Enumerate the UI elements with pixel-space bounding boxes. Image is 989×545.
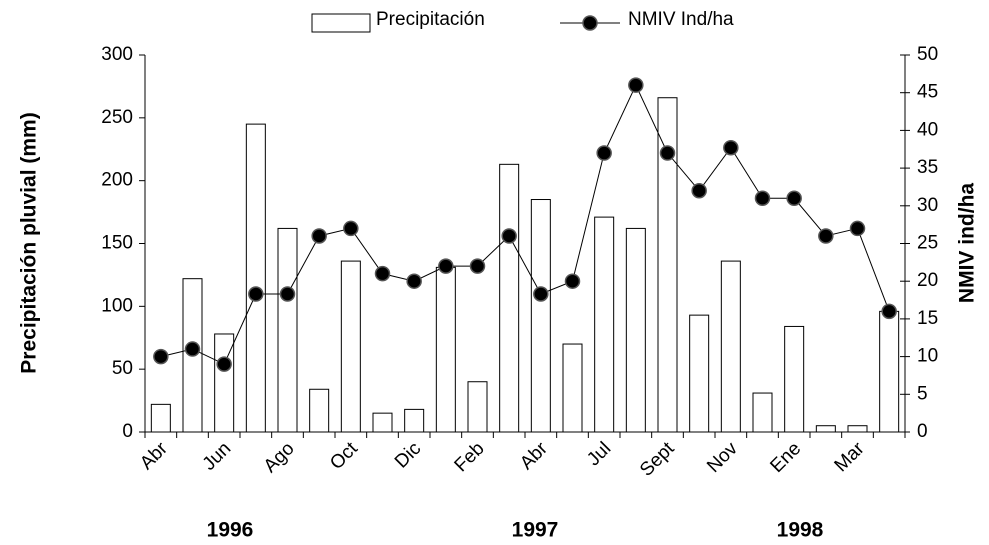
marker	[628, 77, 644, 93]
bar	[689, 314, 710, 433]
y2-tick-label: 20	[917, 270, 938, 291]
marker	[818, 228, 834, 244]
y2-tick-label: 40	[917, 119, 938, 140]
bar	[499, 163, 520, 433]
marker	[153, 348, 169, 365]
legend-label: Precipitación	[376, 9, 485, 30]
bar	[309, 388, 330, 433]
x-tick-label: Jul	[583, 438, 615, 470]
marker	[501, 228, 517, 244]
marker	[279, 286, 296, 302]
x-tick-label: Feb	[451, 438, 489, 476]
marker	[216, 356, 232, 372]
legend-marker	[582, 15, 598, 31]
bar	[594, 216, 615, 433]
y2-tick-label: 25	[917, 233, 938, 254]
year-label: 1998	[777, 519, 824, 542]
year-label: 1996	[207, 519, 254, 542]
marker	[881, 303, 897, 320]
x-tick-label: Dic	[391, 438, 425, 472]
x-tick-label: Ago	[260, 438, 299, 477]
bar	[340, 260, 361, 433]
bar	[752, 392, 773, 433]
bar	[404, 408, 425, 433]
bar	[657, 97, 678, 433]
marker	[849, 220, 866, 237]
bar	[467, 381, 488, 433]
marker	[406, 273, 422, 289]
y2-tick-label: 15	[917, 308, 938, 329]
marker	[659, 145, 676, 161]
marker	[469, 258, 486, 274]
x-tick-label: Jun	[199, 438, 236, 475]
marker	[311, 228, 327, 244]
y2-tick-label: 5	[917, 383, 928, 404]
marker	[596, 145, 612, 161]
bar	[150, 403, 171, 433]
marker	[754, 190, 771, 207]
bar	[562, 343, 583, 433]
bar	[784, 325, 805, 433]
x-tick-label: Nov	[703, 438, 742, 477]
y2-axis-title: NMIV ind/ha	[956, 183, 979, 303]
y-tick-label: 300	[101, 44, 133, 65]
y2-tick-label: 45	[917, 82, 938, 103]
bar	[372, 412, 393, 433]
line	[160, 83, 890, 365]
marker	[786, 190, 802, 207]
y-axis-title: Precipitación pluvial (mm)	[18, 112, 41, 373]
marker	[374, 265, 391, 282]
x-tick-label: Ene	[766, 438, 805, 477]
bar	[815, 425, 836, 433]
marker	[184, 341, 201, 357]
x-tick-label: Sept	[636, 438, 679, 481]
bar	[277, 227, 298, 433]
x-tick-label: Mar	[831, 438, 869, 476]
bar	[720, 260, 741, 433]
bar	[625, 227, 646, 433]
bar	[847, 425, 868, 433]
bar	[245, 123, 266, 433]
y-tick-label: 100	[101, 295, 133, 316]
legend-swatch	[311, 13, 371, 33]
x-tick-label: Abr	[136, 438, 172, 474]
y2-tick-label: 10	[917, 346, 938, 367]
bar	[435, 266, 456, 433]
y2-tick-label: 0	[917, 421, 928, 442]
y2-tick-label: 35	[917, 157, 938, 178]
y-tick-label: 0	[122, 421, 133, 442]
y-tick-label: 150	[101, 233, 133, 254]
y2-tick-label: 50	[917, 44, 938, 65]
marker	[691, 182, 707, 199]
legend-label: NMIV Ind/ha	[628, 9, 734, 30]
y-tick-label: 250	[101, 107, 133, 128]
y-tick-label: 200	[101, 170, 133, 191]
marker	[343, 220, 359, 237]
year-label: 1997	[512, 519, 559, 542]
x-tick-label: Oct	[326, 438, 362, 474]
bar	[879, 310, 900, 433]
marker	[564, 273, 581, 289]
marker	[723, 139, 739, 156]
x-tick-label: Abr	[516, 438, 552, 474]
marker	[533, 286, 549, 302]
y-tick-label: 50	[112, 358, 133, 379]
marker	[248, 286, 264, 302]
bar	[530, 199, 551, 433]
y2-tick-label: 30	[917, 195, 938, 216]
marker	[438, 258, 454, 274]
